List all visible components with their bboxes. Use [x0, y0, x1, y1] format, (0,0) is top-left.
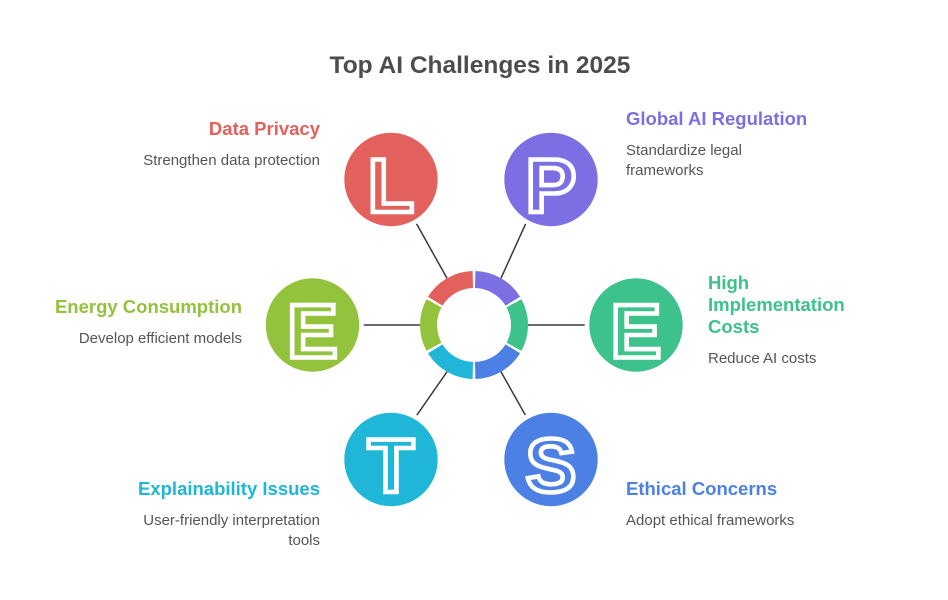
svg-text:S: S	[526, 424, 577, 509]
svg-text:T: T	[368, 424, 414, 509]
svg-text:P: P	[526, 144, 577, 229]
svg-text:E: E	[611, 290, 662, 375]
svg-text:L: L	[368, 144, 414, 229]
svg-text:E: E	[287, 290, 338, 375]
